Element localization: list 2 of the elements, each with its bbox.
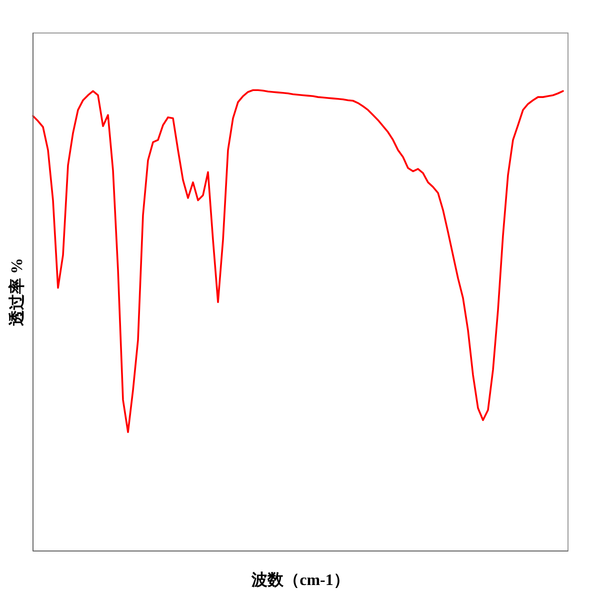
x-axis-title: 波数（cm-1） xyxy=(250,571,350,589)
y-axis-title: 透过率 % xyxy=(7,258,26,327)
